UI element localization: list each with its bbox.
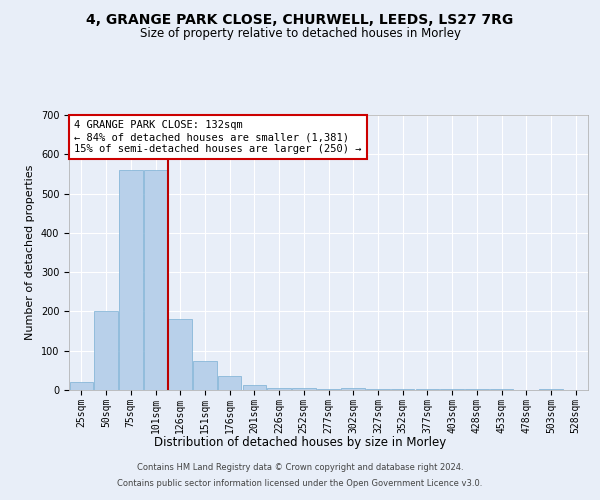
- Bar: [218, 376, 241, 390]
- Bar: [144, 170, 167, 390]
- Bar: [416, 389, 439, 390]
- Text: Contains HM Land Registry data © Crown copyright and database right 2024.: Contains HM Land Registry data © Crown c…: [137, 464, 463, 472]
- Bar: [70, 382, 93, 390]
- Bar: [119, 170, 143, 390]
- Bar: [169, 320, 192, 390]
- Bar: [317, 389, 340, 390]
- Bar: [242, 385, 266, 390]
- Bar: [391, 389, 415, 390]
- Bar: [539, 389, 563, 390]
- Bar: [341, 388, 365, 390]
- Text: 4 GRANGE PARK CLOSE: 132sqm
← 84% of detached houses are smaller (1,381)
15% of : 4 GRANGE PARK CLOSE: 132sqm ← 84% of det…: [74, 120, 362, 154]
- Bar: [292, 388, 316, 390]
- Bar: [440, 389, 464, 390]
- Bar: [268, 388, 291, 390]
- Text: 4, GRANGE PARK CLOSE, CHURWELL, LEEDS, LS27 7RG: 4, GRANGE PARK CLOSE, CHURWELL, LEEDS, L…: [86, 12, 514, 26]
- Text: Contains public sector information licensed under the Open Government Licence v3: Contains public sector information licen…: [118, 478, 482, 488]
- Bar: [465, 389, 488, 390]
- Text: Size of property relative to detached houses in Morley: Size of property relative to detached ho…: [139, 28, 461, 40]
- Bar: [490, 389, 513, 390]
- Bar: [94, 312, 118, 390]
- Bar: [193, 360, 217, 390]
- Y-axis label: Number of detached properties: Number of detached properties: [25, 165, 35, 340]
- Text: Distribution of detached houses by size in Morley: Distribution of detached houses by size …: [154, 436, 446, 449]
- Bar: [366, 389, 389, 390]
